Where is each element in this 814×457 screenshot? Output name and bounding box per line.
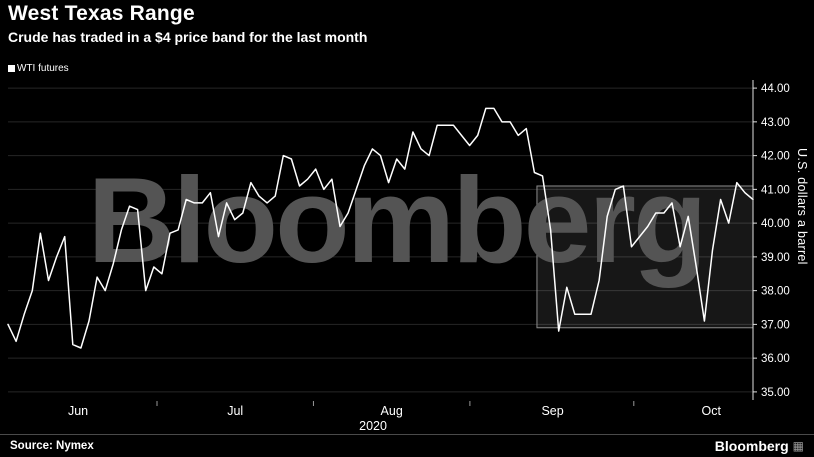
y-tick-label: 43.00 (761, 117, 790, 129)
x-tick-label: Jul (227, 404, 243, 418)
chart-header: West Texas Range Crude has traded in a $… (8, 2, 367, 45)
source-label: Source: Nymex (10, 440, 94, 452)
x-tick-label: Sep (541, 404, 563, 418)
price-band (536, 185, 754, 329)
y-tick-label: 40.00 (761, 218, 790, 230)
price-line (7, 107, 754, 349)
y-tick-label: 38.00 (761, 286, 790, 298)
page-title: West Texas Range (8, 2, 195, 25)
legend: WTI futures (8, 63, 69, 74)
x-tick-label: Jun (68, 404, 88, 418)
legend-label: WTI futures (17, 63, 69, 74)
x-tick-label: Oct (702, 404, 722, 418)
footer: Source: Nymex Bloomberg ▦ (0, 434, 814, 457)
y-tick-label: 37.00 (761, 319, 790, 331)
y-tick-label: 41.00 (761, 184, 790, 196)
price-series (7, 107, 754, 349)
bloomberg-logo-text: Bloomberg (714, 438, 789, 454)
legend-square-icon (8, 65, 15, 72)
bloomberg-terminal-icon: ▦ (792, 439, 804, 453)
y-tick-label: 35.00 (761, 387, 790, 399)
y-tick-label: 36.00 (761, 353, 790, 365)
y-tick-label: 44.00 (761, 83, 790, 95)
page-subtitle: Crude has traded in a $4 price band for … (8, 29, 368, 45)
y-axis: 35.00 36.00 37.00 38.00 39.00 40.00 41.00 42.00… (752, 80, 790, 400)
x-axis: Jun Jul Aug Sep Oct 2020 (68, 401, 722, 433)
x-year-label: 2020 (359, 419, 387, 433)
y-tick-label: 42.00 (761, 151, 790, 163)
bloomberg-logo: Bloomberg ▦ (715, 438, 804, 454)
price-band-rect (536, 185, 754, 329)
y-tick-label: 39.00 (761, 252, 790, 264)
watermark: Bloomberg (88, 152, 705, 288)
x-tick-label: Aug (381, 404, 403, 418)
y-axis-title: U.S. dollars a barrel (795, 148, 809, 265)
grid-lines (8, 87, 753, 393)
